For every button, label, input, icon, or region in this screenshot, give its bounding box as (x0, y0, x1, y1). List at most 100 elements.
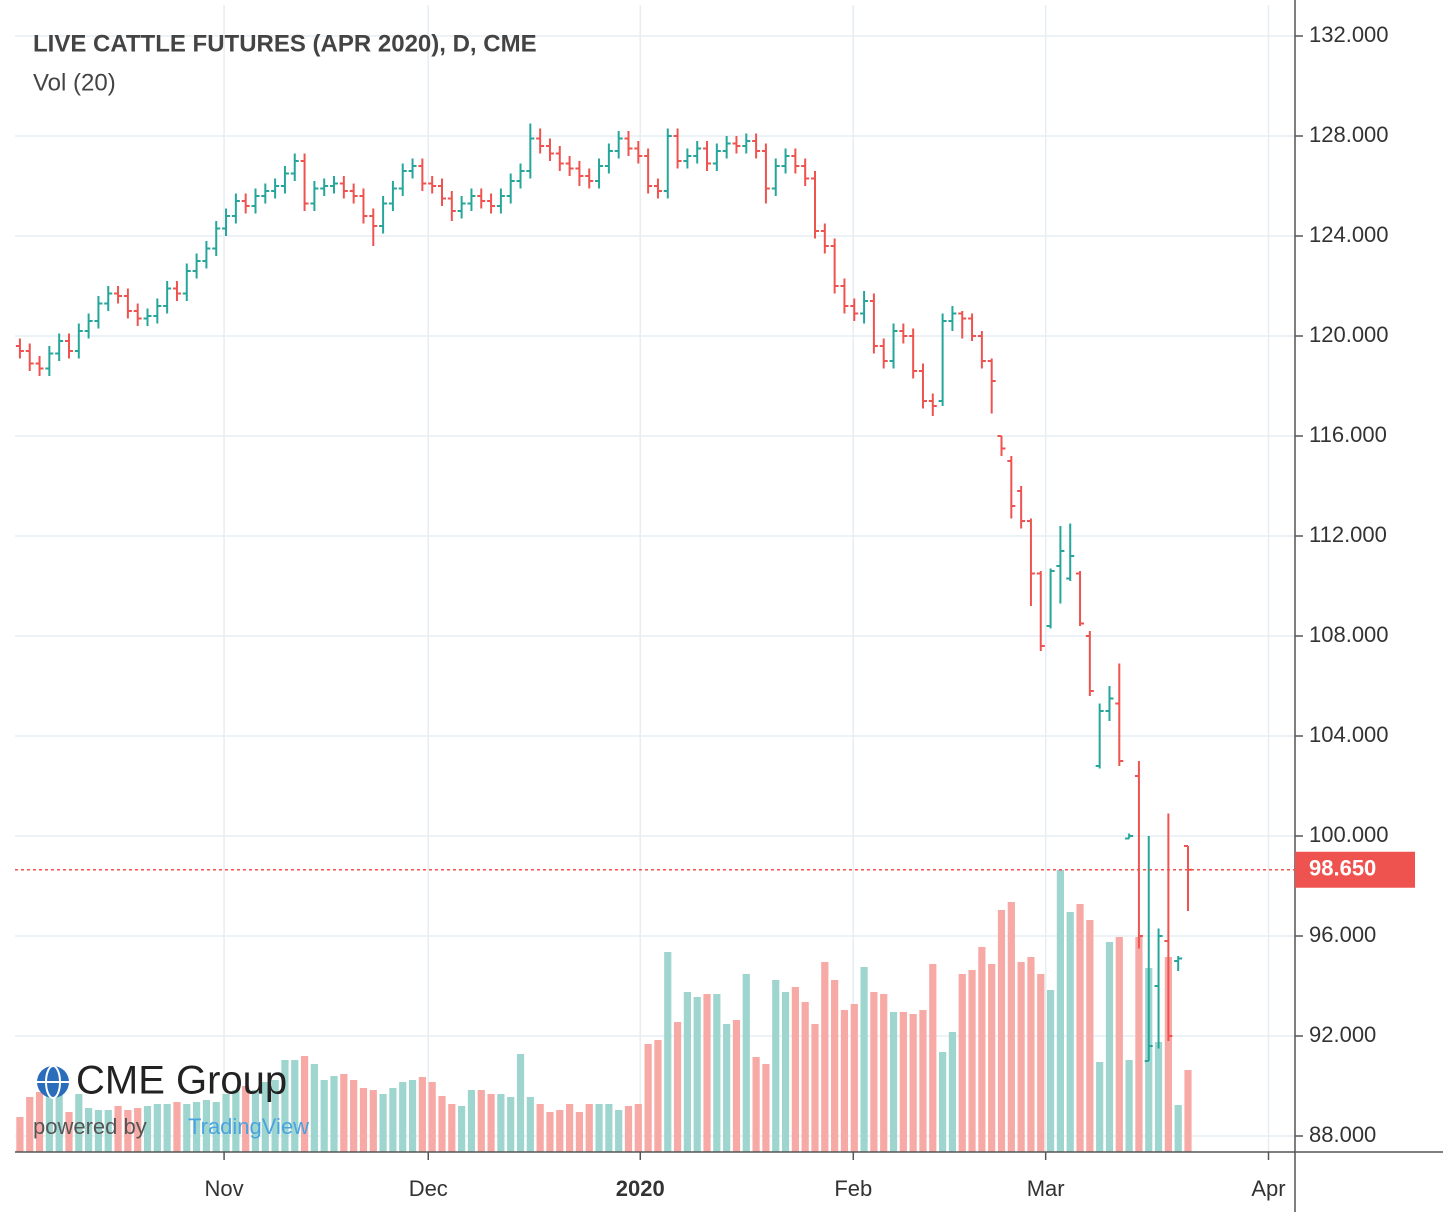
volume-bar (821, 962, 829, 1152)
volume-bar (585, 1104, 593, 1152)
logo-provider: TradingView (188, 1114, 309, 1139)
volume-bar (664, 952, 672, 1152)
logo-powered: powered by (33, 1114, 147, 1139)
volume-bar (683, 992, 691, 1152)
volume-bar (526, 1097, 534, 1152)
volume-bar (929, 964, 937, 1152)
volume-bar (310, 1064, 318, 1152)
volume-bar (369, 1090, 377, 1152)
volume-bar (467, 1090, 476, 1152)
volume-bar (840, 1010, 849, 1152)
volume-bar (634, 1104, 642, 1152)
volume-bar (811, 1024, 819, 1152)
volume-bar (752, 1057, 760, 1152)
volume-bar (831, 980, 839, 1152)
volume-bar (271, 1080, 279, 1152)
volume-bar (143, 1106, 152, 1152)
volume-bar (1154, 1042, 1163, 1152)
volume-bar (438, 1096, 446, 1152)
x-tick-label: Nov (205, 1176, 244, 1201)
volume-bar (124, 1110, 132, 1152)
volume-bar (958, 974, 966, 1152)
axes: 88.000 92.000 96.000 100.000 104.000 108.000 1… (15, 0, 1443, 1212)
volume-bar (104, 1110, 112, 1152)
volume-bar (497, 1094, 505, 1152)
volume-bar (35, 1092, 44, 1152)
volume-bar (65, 1112, 73, 1152)
volume-bar (870, 992, 878, 1152)
x-tick-label: Dec (409, 1176, 448, 1201)
volume-bar (978, 947, 986, 1152)
volume-bar (919, 1010, 927, 1152)
volume-bar (536, 1104, 544, 1152)
volume-bar (1027, 957, 1035, 1152)
volume-bar (350, 1080, 358, 1152)
volume-bar (1184, 1070, 1192, 1152)
x-tick-label: Apr (1251, 1176, 1285, 1201)
volume-bar (713, 994, 721, 1152)
volume-bar (850, 1004, 858, 1152)
volume-bar (212, 1102, 220, 1152)
volume-bar (1076, 904, 1084, 1152)
volume-bar (899, 1012, 907, 1152)
volume-bar (45, 1090, 53, 1152)
y-tick-label: 116.000 (1309, 422, 1387, 447)
y-tick-label: 96.000 (1309, 922, 1376, 947)
volume-bar (55, 1094, 63, 1152)
volume-bar (1017, 962, 1025, 1152)
volume-bar (615, 1110, 623, 1152)
volume-bar (575, 1112, 584, 1152)
volume-bar (251, 1090, 260, 1152)
volume-bar (202, 1100, 211, 1152)
volume-bar (673, 1022, 682, 1152)
volume-bar (232, 1090, 240, 1152)
volume-bar (1007, 902, 1015, 1152)
y-tick-label: 124.000 (1309, 222, 1389, 247)
volume-bar (85, 1108, 93, 1152)
volume-bar (281, 1060, 289, 1152)
volume-bar (516, 1054, 525, 1152)
volume-bar (1056, 870, 1064, 1152)
volume-bar (16, 1117, 24, 1152)
volume-bar (772, 980, 780, 1152)
volume-bar (153, 1104, 161, 1152)
y-tick-label: 112.000 (1309, 522, 1387, 547)
grid (15, 5, 1295, 1152)
volume-bar (693, 997, 701, 1152)
chart-subtitle: Vol (20) (33, 69, 116, 96)
volume-bar (880, 994, 888, 1152)
volume-bar (1037, 974, 1045, 1152)
volume-bar (605, 1104, 613, 1152)
volume-bar (448, 1104, 456, 1152)
y-tick-label: 100.000 (1309, 822, 1389, 847)
volume-bar (1125, 1060, 1133, 1152)
x-tick-label: 2020 (616, 1176, 665, 1201)
volume-bar (732, 1020, 741, 1152)
last-price-label: 98.650 (1309, 856, 1376, 881)
volume-bar (968, 970, 976, 1152)
volume-bar (1115, 937, 1123, 1152)
volume-bar (379, 1094, 387, 1152)
y-tick-label: 120.000 (1309, 322, 1389, 347)
volume-bar (261, 1082, 269, 1152)
volume-bar (330, 1076, 338, 1152)
x-tick-label: Mar (1027, 1176, 1065, 1201)
y-tick-label: 88.000 (1309, 1122, 1376, 1147)
volume-bar (418, 1077, 426, 1152)
volume-bar (399, 1082, 407, 1152)
volume-bar (300, 1056, 309, 1152)
volume-bar (595, 1104, 603, 1152)
volume-bar (291, 1060, 299, 1152)
volume-bar (988, 964, 996, 1152)
volume-bar (860, 967, 868, 1152)
volume-bar (909, 1014, 917, 1152)
volume-bar (939, 1052, 947, 1152)
volume-bar (889, 1012, 898, 1152)
volume-bar (546, 1112, 554, 1152)
volume-bar (114, 1106, 122, 1152)
volume-bar (163, 1104, 171, 1152)
volume-bar (134, 1108, 142, 1152)
logo-name: CME Group (76, 1059, 287, 1103)
volume-bar (477, 1090, 485, 1152)
